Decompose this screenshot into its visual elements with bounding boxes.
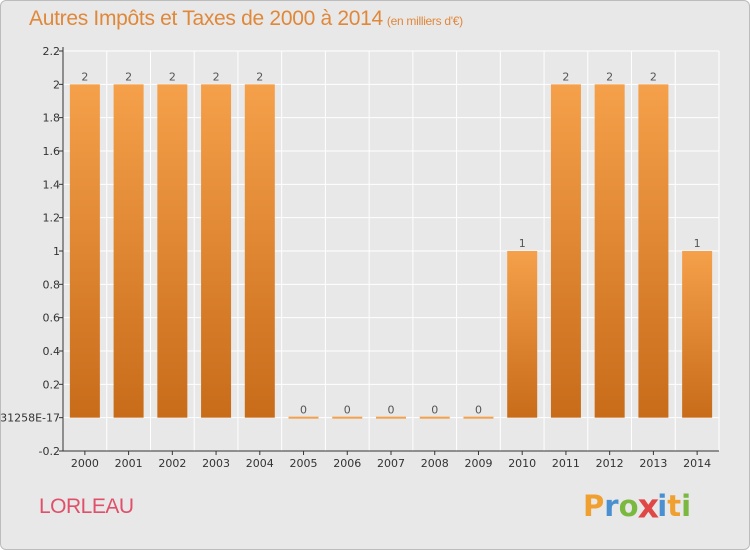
x-tick-label-2005: 2005	[290, 457, 318, 470]
value-label-2009: 0	[475, 404, 482, 417]
bar-2011	[550, 84, 581, 418]
bar-2009	[463, 416, 494, 419]
x-tick-label-2010: 2010	[508, 457, 536, 470]
x-tick-label-2006: 2006	[333, 457, 361, 470]
unit-label: (en milliers d'€)	[386, 14, 463, 28]
bar-2001	[113, 84, 144, 418]
value-label-2004: 2	[256, 70, 263, 83]
bar-2000	[69, 84, 100, 418]
x-tick-label-2009: 2009	[464, 457, 492, 470]
value-label-2002: 2	[169, 70, 176, 83]
y-tick-label: 0.8	[43, 278, 61, 291]
bar-2008	[419, 416, 450, 419]
y-tick-label: 1.6	[43, 145, 61, 158]
y-tick-label: -0.2	[39, 445, 60, 458]
value-label-2000: 2	[81, 70, 88, 83]
y-tick-label: 0.6	[43, 312, 61, 325]
y-tick-label: 2	[53, 78, 60, 91]
logo-letter: i	[657, 489, 668, 523]
value-label-2008: 0	[431, 404, 438, 417]
axes: -0.2 -5.5511151231258E-17 0.2 0.4 0.6 0.8 1 1.2…	[1, 45, 719, 470]
value-label-2006: 0	[344, 404, 351, 417]
city-name: LORLEAU	[39, 495, 134, 518]
logo-letter: t	[667, 489, 682, 523]
x-tick-label-2007: 2007	[377, 457, 405, 470]
y-tick-label: 0.2	[43, 378, 61, 391]
x-tick-label-2001: 2001	[115, 457, 143, 470]
bar-2010	[507, 251, 538, 418]
x-tick-label-2000: 2000	[71, 457, 99, 470]
y-tick-label: 1.2	[43, 212, 61, 225]
bar-2013	[638, 84, 669, 418]
x-tick-label-2004: 2004	[246, 457, 274, 470]
logo-letter: x	[637, 486, 659, 526]
bar-2012	[594, 84, 625, 418]
y-tick-label: 0.4	[43, 345, 61, 358]
bar-series	[69, 84, 713, 419]
y-tick-label: 1.4	[43, 178, 61, 191]
bar-2014	[682, 251, 713, 418]
x-tick-label-2013: 2013	[639, 457, 667, 470]
y-tick-label: 1	[53, 245, 60, 258]
logo-letter: P	[583, 489, 605, 523]
x-tick-label-2002: 2002	[158, 457, 186, 470]
value-label-2014: 1	[694, 237, 701, 250]
chart-title: Autres Impôts et Taxes de 2000 à 2014 (en…	[29, 7, 463, 31]
bar-2002	[157, 84, 188, 418]
x-tick-label-2012: 2012	[596, 457, 624, 470]
value-label-2012: 2	[606, 70, 613, 83]
logo-letter: o	[618, 489, 639, 523]
bar-2006	[332, 416, 363, 419]
bar-2007	[376, 416, 406, 419]
x-tick-label-2008: 2008	[421, 457, 449, 470]
proxiti-logo: Proxiti	[583, 486, 692, 526]
bar-2003	[201, 84, 232, 418]
chart-title-text: Autres Impôts et Taxes de 2000 à 2014	[29, 7, 383, 30]
y-tick-label: 1.8	[43, 112, 61, 125]
value-label-2001: 2	[125, 70, 132, 83]
value-label-2011: 2	[562, 70, 569, 83]
value-label-2005: 0	[300, 404, 307, 417]
logo-letter: i	[681, 489, 692, 523]
bar-2005	[288, 416, 319, 419]
y-tick-label: -5.5511151231258E-17	[1, 412, 60, 425]
value-label-2010: 1	[519, 237, 526, 250]
logo-letter: r	[604, 489, 619, 523]
data-labels: 2 2 2 2 2 0 0 0 0 0 1 2 2 2 1	[81, 70, 700, 416]
value-label-2003: 2	[213, 70, 220, 83]
bar-2004	[244, 84, 275, 418]
y-tick-label: 2.2	[43, 45, 61, 58]
x-tick-label-2003: 2003	[202, 457, 230, 470]
value-label-2007: 0	[388, 404, 395, 417]
x-tick-label-2011: 2011	[552, 457, 580, 470]
x-tick-label-2014: 2014	[683, 457, 711, 470]
value-label-2013: 2	[650, 70, 657, 83]
